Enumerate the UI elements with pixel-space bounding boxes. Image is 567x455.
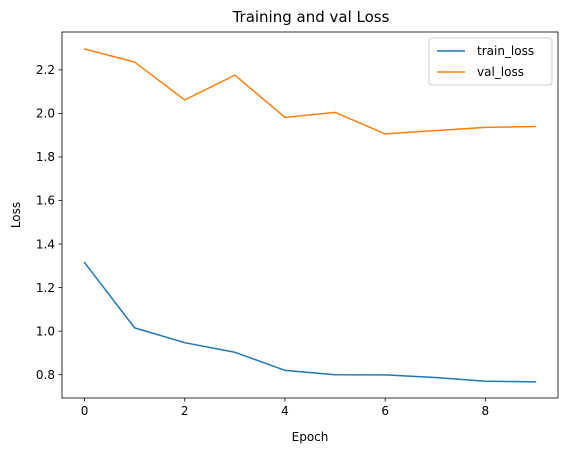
y-tick-label: 1.6 bbox=[36, 194, 55, 208]
legend-label-train-loss: train_loss bbox=[477, 44, 534, 58]
x-tick-label: 4 bbox=[281, 404, 289, 418]
y-tick-label: 2.0 bbox=[36, 107, 55, 121]
plot-area bbox=[62, 32, 558, 398]
series-lines bbox=[83, 48, 537, 383]
y-tick-label: 1.8 bbox=[36, 150, 55, 164]
y-tick-label: 1.2 bbox=[36, 281, 55, 295]
legend-label-val-loss: val_loss bbox=[477, 65, 524, 79]
x-tick-label: 2 bbox=[181, 404, 189, 418]
y-tick-label: 1.4 bbox=[36, 237, 55, 251]
chart-title: Training and val Loss bbox=[232, 8, 390, 26]
legend: train_loss val_loss bbox=[428, 37, 553, 86]
x-tick-label: 6 bbox=[381, 404, 389, 418]
legend-box bbox=[428, 37, 553, 86]
x-tick-label: 0 bbox=[81, 404, 89, 418]
series-line-train-loss bbox=[83, 261, 537, 383]
y-tick-label: 1.0 bbox=[36, 324, 55, 338]
y-axis-label: Loss bbox=[9, 202, 23, 228]
y-tick-label: 0.8 bbox=[36, 368, 55, 382]
x-axis-label: Epoch bbox=[292, 430, 329, 444]
axes-background bbox=[62, 32, 558, 398]
series-line-val-loss bbox=[83, 48, 537, 135]
x-axis: 0 2 4 6 8 bbox=[81, 398, 489, 418]
x-tick-label: 8 bbox=[482, 404, 490, 418]
axes-frame bbox=[61, 31, 559, 399]
y-tick-label: 2.2 bbox=[36, 63, 55, 77]
y-axis: 0.8 1.0 1.2 1.4 1.6 1.8 2.0 2.2 bbox=[36, 63, 62, 382]
